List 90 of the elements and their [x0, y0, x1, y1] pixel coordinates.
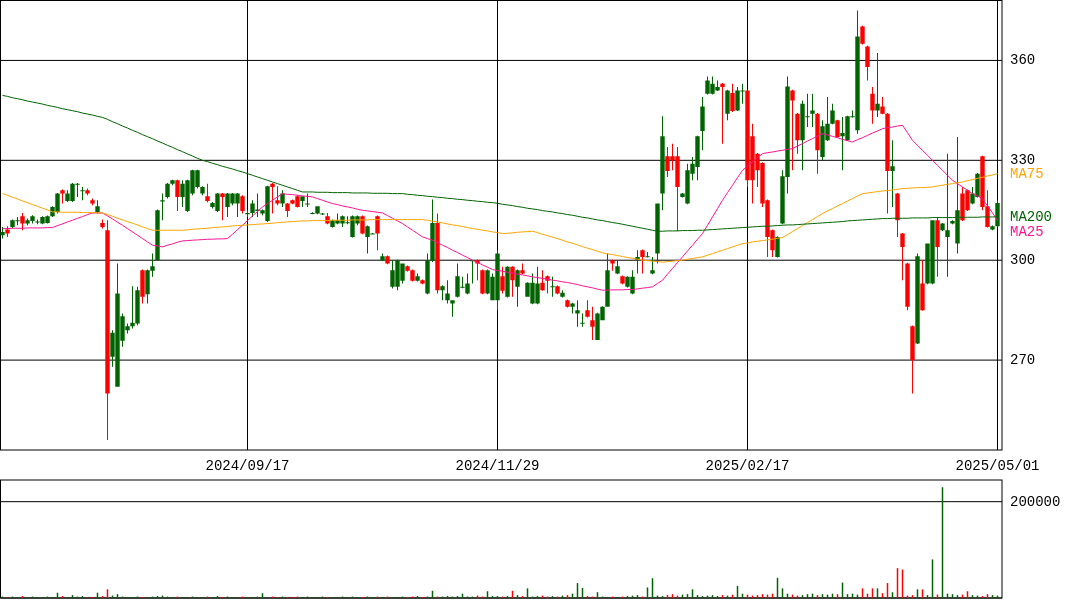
series-label: MA25 [1010, 223, 1044, 240]
candlestick [795, 113, 800, 154]
candlestick [575, 300, 580, 327]
candlestick [90, 198, 95, 206]
candlestick [660, 116, 665, 211]
candlestick [700, 97, 705, 151]
candlestick [605, 253, 610, 307]
candlestick [140, 269, 145, 304]
candlestick [500, 266, 505, 294]
candlestick [725, 89, 730, 121]
candlestick [860, 25, 865, 45]
candlestick [415, 273, 420, 282]
candlestick [870, 87, 875, 124]
line-series [2, 173, 998, 263]
x-tick-label: 2025/05/01 [955, 458, 1040, 474]
candlestick [590, 306, 595, 341]
candlestick [935, 216, 940, 277]
candlestick [620, 275, 625, 285]
candlestick [435, 213, 440, 294]
candlestick [920, 260, 925, 311]
candlestick [135, 286, 140, 326]
candlestick [890, 140, 895, 207]
series-label: MA200 [1010, 208, 1053, 225]
candlestick [875, 53, 880, 118]
candlestick [565, 299, 570, 308]
candlestick [550, 276, 555, 297]
candlestick [540, 270, 545, 291]
candlestick [645, 251, 650, 258]
x-tick-label: 2025/02/17 [705, 458, 790, 474]
candlestick [560, 290, 565, 298]
candlestick [835, 119, 840, 138]
candlestick [105, 220, 110, 441]
candlestick [640, 249, 645, 274]
candlestick [720, 83, 725, 144]
x-tick-label: 2024/11/29 [455, 458, 540, 474]
candlestick [275, 186, 280, 206]
candlestick [555, 285, 560, 295]
candlestick [20, 212, 25, 231]
candlestick [580, 313, 585, 327]
candlestick [865, 45, 870, 81]
candlestick [80, 186, 85, 201]
candlestick [130, 286, 135, 329]
candlestick [520, 263, 525, 275]
candlestick [480, 269, 485, 295]
candlestick [200, 186, 205, 196]
candlestick [810, 93, 815, 128]
candlestick [270, 182, 275, 214]
candlestick [0, 226, 5, 239]
candlestick [170, 179, 175, 186]
candlestick [450, 300, 455, 317]
candlestick [175, 179, 180, 211]
candlestick [990, 225, 995, 231]
candlestick [730, 83, 735, 113]
candlestick [95, 200, 100, 214]
candlestick [100, 219, 105, 229]
candlestick [830, 103, 835, 125]
candlestick [85, 188, 90, 196]
candlestick [900, 232, 905, 281]
candlestick [505, 266, 510, 298]
candlestick [240, 195, 245, 214]
y-tick-label: 360 [1010, 52, 1036, 69]
candlestick [385, 255, 390, 265]
candlestick [915, 253, 920, 345]
x-tick-label: 2024/09/17 [205, 458, 290, 474]
line-series [2, 124, 998, 291]
candlestick [165, 182, 170, 199]
candlestick [205, 183, 210, 203]
y-tick-label: 200000 [1010, 493, 1061, 510]
candlestick [610, 259, 615, 271]
candlestick [615, 260, 620, 275]
candlestick [380, 253, 385, 261]
y-tick-label: 270 [1010, 352, 1036, 369]
candlestick [285, 202, 290, 217]
candlestick [220, 192, 225, 221]
candlestick [880, 97, 885, 115]
candlestick [790, 89, 795, 171]
candlestick [585, 300, 590, 318]
candlestick [425, 253, 430, 295]
candlestick [5, 226, 10, 237]
candlestick [440, 285, 445, 301]
candlestick [375, 215, 380, 251]
candlestick [910, 325, 915, 394]
candlestick [905, 262, 910, 311]
candlestick [570, 302, 575, 314]
candlestick [160, 193, 165, 221]
candlestick [650, 256, 655, 275]
y-tick-label: 300 [1010, 252, 1036, 269]
candlestick [885, 113, 890, 214]
candlestick [60, 189, 65, 204]
candlestick [420, 279, 425, 285]
